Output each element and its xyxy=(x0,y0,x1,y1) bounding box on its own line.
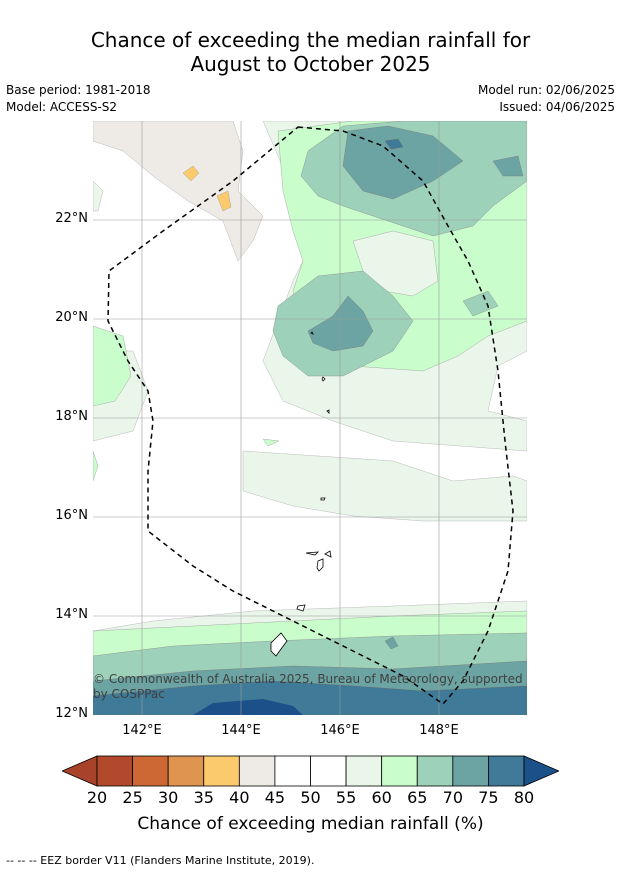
colorbar-segment xyxy=(416,755,454,787)
colorbar-tick-label: 30 xyxy=(157,788,179,807)
colorbar-tick-label: 25 xyxy=(122,788,143,807)
lat-tick-20: 20°N xyxy=(55,310,88,325)
lon-tick-148: 148°E xyxy=(419,723,459,738)
colorbar-tick-label: 45 xyxy=(264,788,286,807)
model-name: Model: ACCESS-S2 xyxy=(6,100,118,114)
lon-tick-142: 142°E xyxy=(122,723,162,738)
colorbar-tick-label: 80 xyxy=(513,788,535,807)
band-75-80 xyxy=(93,138,527,715)
colorbar-tick-label: 70 xyxy=(442,788,463,807)
colorbar-tick-label: 60 xyxy=(371,788,392,807)
lat-tick-18: 18°N xyxy=(55,409,88,424)
colorbar-extend-high xyxy=(523,755,561,787)
colorbar-canvas xyxy=(60,755,561,787)
colorbar-segment xyxy=(238,755,276,787)
copyright-notice: © Commonwealth of Australia 2025, Bureau… xyxy=(93,672,523,701)
colorbar-segment xyxy=(132,755,169,787)
colorbar-segment xyxy=(274,755,311,787)
colorbar-segment xyxy=(452,755,489,787)
colorbar-extend-low xyxy=(60,755,98,787)
lat-tick-12: 12°N xyxy=(55,706,88,721)
colorbar-segment xyxy=(381,755,418,787)
title-line-1: Chance of exceeding the median rainfall … xyxy=(90,28,531,52)
title-line-2: August to October 2025 xyxy=(190,52,431,76)
issued-date: Issued: 04/06/2025 xyxy=(499,100,615,114)
colorbar-tick-label: 50 xyxy=(300,788,321,807)
eez-border xyxy=(107,126,514,706)
map-title: Chance of exceeding the median rainfall … xyxy=(0,28,621,76)
lat-tick-16: 16°N xyxy=(55,508,88,523)
colorbar xyxy=(60,755,561,787)
eez-legend-note: -- -- -- EEZ border V11 (Flanders Marine… xyxy=(6,854,315,867)
meta-right: Model run: 02/06/2025 Issued: 04/06/2025 xyxy=(478,82,615,116)
band-40-45 xyxy=(93,121,264,262)
lat-tick-22: 22°N xyxy=(55,211,88,226)
coastline xyxy=(270,331,332,657)
meta-left: Base period: 1981-2018 Model: ACCESS-S2 xyxy=(6,82,151,116)
colorbar-tick-label: 20 xyxy=(86,788,108,807)
colorbar-segment xyxy=(167,755,205,787)
lon-tick-146: 146°E xyxy=(320,723,360,738)
colorbar-segment xyxy=(96,755,133,787)
band-35-40 xyxy=(182,165,232,212)
lat-tick-14: 14°N xyxy=(55,607,88,622)
colorbar-segment xyxy=(310,755,347,787)
colorbar-tick-label: 55 xyxy=(335,788,357,807)
map-canvas xyxy=(93,121,527,715)
base-period: Base period: 1981-2018 xyxy=(6,83,151,97)
colorbar-tick-label: 65 xyxy=(407,788,428,807)
lon-tick-144: 144°E xyxy=(221,723,261,738)
colorbar-segment xyxy=(345,755,383,787)
model-run: Model run: 02/06/2025 xyxy=(477,83,615,97)
colorbar-tick-label: 40 xyxy=(229,788,250,807)
gridlines xyxy=(93,121,527,715)
colorbar-segment xyxy=(488,755,525,787)
colorbar-tick-label: 35 xyxy=(193,788,214,807)
colorbar-tick-label: 75 xyxy=(478,788,499,807)
band-80-plus xyxy=(193,699,303,715)
map-panel xyxy=(93,121,527,715)
colorbar-segment xyxy=(203,755,240,787)
colorbar-label: Chance of exceeding median rainfall (%) xyxy=(137,814,484,834)
